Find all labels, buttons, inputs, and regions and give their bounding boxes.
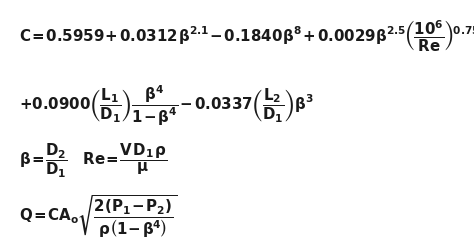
Text: $Q = C A_o \sqrt{\dfrac{2(P_1 - P_2)}{\rho\left(1 - \beta^4\right)}}$: $Q = C A_o \sqrt{\dfrac{2(P_1 - P_2)}{\r… <box>19 193 177 240</box>
Text: $\beta = \dfrac{D_2}{D_1} \qquad Re = \dfrac{V\,D_1\,\rho}{\mu}$: $\beta = \dfrac{D_2}{D_1} \qquad Re = \d… <box>19 141 167 180</box>
Text: $C = 0.5959 + 0.0312\,\beta^{2.1} - 0.1840\,\beta^{8} + 0.0029\,\beta^{2.5}\!\le: $C = 0.5959 + 0.0312\,\beta^{2.1} - 0.18… <box>19 19 474 54</box>
Text: $+ 0.0900\left(\dfrac{L_1}{D_1}\right)\dfrac{\beta^4}{1 - \beta^4} - 0.0337\left: $+ 0.0900\left(\dfrac{L_1}{D_1}\right)\d… <box>19 84 314 128</box>
